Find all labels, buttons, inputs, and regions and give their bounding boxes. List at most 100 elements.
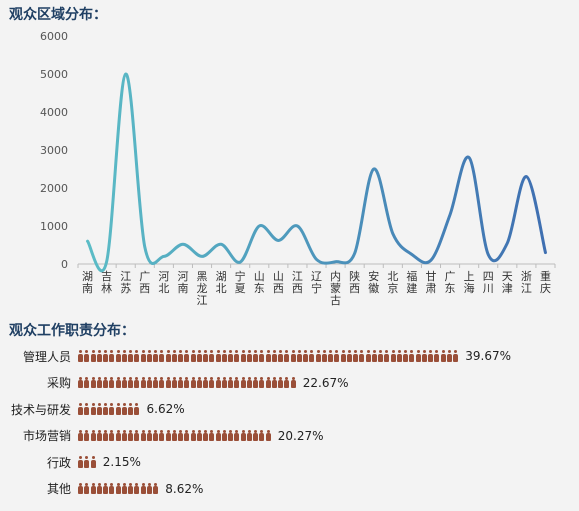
person-icon <box>321 350 327 362</box>
x-tick-label: 山东 <box>254 270 265 295</box>
person-icon <box>228 429 233 442</box>
role-row: 技术与研发 6.62% <box>0 401 579 417</box>
x-tick-char: 福 <box>406 269 417 283</box>
x-tick-char: 徽 <box>368 281 379 295</box>
person-icon <box>340 350 346 362</box>
role-percent-label: 2.15% <box>102 455 141 469</box>
x-tick-char: 苏 <box>120 282 131 295</box>
person-icon <box>140 376 146 389</box>
person-icon <box>146 429 152 442</box>
person-icon <box>121 403 127 415</box>
x-tick-label: 上海 <box>464 270 475 295</box>
x-tick-label: 湖南 <box>82 270 93 295</box>
person-icon <box>128 403 133 415</box>
person-icon <box>84 350 90 362</box>
person-icon <box>165 429 171 442</box>
y-tick-label: 4000 <box>40 106 68 119</box>
person-icon <box>121 376 127 389</box>
x-tick-char: 津 <box>502 282 513 295</box>
x-tick-char: 宁 <box>311 281 322 295</box>
person-icon <box>90 456 96 468</box>
person-icon <box>159 376 165 389</box>
x-tick-char: 海 <box>464 281 475 295</box>
role-label: 市场营销 <box>22 429 71 443</box>
person-icon <box>115 403 121 415</box>
x-tick-label: 广东 <box>445 270 456 295</box>
person-icon <box>178 350 183 362</box>
person-icon <box>203 429 208 442</box>
person-icon <box>284 350 290 362</box>
x-tick-char: 庆 <box>540 281 551 295</box>
x-tick-label: 浙江 <box>521 270 532 295</box>
person-icon <box>109 350 115 362</box>
person-icon <box>259 350 265 362</box>
x-tick-label: 吉林 <box>101 270 112 295</box>
x-tick-char: 西 <box>292 282 303 295</box>
person-icon <box>128 482 133 495</box>
person-icon <box>271 350 277 362</box>
x-tick-label: 河南 <box>177 270 188 295</box>
x-tick-label: 北京 <box>387 270 398 295</box>
person-icon <box>178 429 183 442</box>
person-icon <box>78 456 83 468</box>
role-row: 采购 22.67% <box>0 375 579 391</box>
x-tick-char: 东 <box>254 282 265 295</box>
region-section-title: 观众区域分布： <box>9 7 107 23</box>
person-icon <box>328 350 333 362</box>
y-tick-label: 1000 <box>40 220 68 233</box>
person-icon <box>171 429 177 442</box>
region-series-line <box>86 72 547 273</box>
y-tick-label: 2000 <box>40 182 68 195</box>
person-icon <box>396 350 402 362</box>
x-tick-char: 肃 <box>425 282 436 295</box>
x-tick-char: 四 <box>483 270 494 283</box>
person-icon <box>253 429 258 442</box>
x-tick-char: 蒙 <box>330 282 341 295</box>
person-icon <box>271 376 277 389</box>
person-icon <box>259 429 265 442</box>
person-icon <box>196 429 202 442</box>
person-icon <box>78 376 83 389</box>
person-icon <box>259 376 265 389</box>
role-percent-label: 6.62% <box>146 402 185 416</box>
x-tick-char: 陕 <box>349 269 360 283</box>
person-icon <box>309 350 315 362</box>
person-icon <box>84 376 90 389</box>
x-tick-label: 内蒙古 <box>330 269 341 307</box>
person-icon <box>115 482 121 495</box>
role-percent-label: 8.62% <box>165 481 204 496</box>
x-tick-char: 甘 <box>425 270 436 283</box>
y-tick-label: 5000 <box>40 68 68 81</box>
person-icon <box>96 376 102 389</box>
region-line-chart: 0100020003000400050006000湖南吉林江苏广西河北河南黑龙江… <box>40 30 556 307</box>
person-icon <box>253 376 258 389</box>
person-icon <box>103 482 108 495</box>
person-icon <box>121 350 127 362</box>
person-icon <box>140 482 146 495</box>
x-tick-char: 林 <box>101 281 112 295</box>
person-icon <box>403 350 408 362</box>
x-tick-char: 吉 <box>101 270 112 283</box>
x-tick-char: 天 <box>502 270 513 283</box>
x-tick-char: 辽 <box>311 270 322 283</box>
person-icon <box>434 350 440 362</box>
person-icon <box>96 429 102 442</box>
person-icon <box>190 429 196 442</box>
x-tick-char: 西 <box>139 282 150 295</box>
person-icon <box>115 376 121 389</box>
x-tick-label: 江苏 <box>120 270 131 295</box>
x-tick-char: 夏 <box>235 282 246 295</box>
role-row: 行政 2.15% <box>0 454 579 470</box>
person-icon <box>215 350 221 362</box>
person-icon <box>353 350 358 362</box>
x-tick-label: 陕西 <box>349 269 360 295</box>
x-tick-label: 甘肃 <box>425 270 436 295</box>
person-icon <box>203 376 208 389</box>
person-icon <box>190 350 196 362</box>
x-tick-char: 江 <box>120 270 131 283</box>
person-icon <box>159 350 165 362</box>
person-icon <box>90 350 96 362</box>
person-icon <box>184 376 190 389</box>
x-tick-char: 重 <box>540 269 551 283</box>
person-icon <box>109 376 115 389</box>
